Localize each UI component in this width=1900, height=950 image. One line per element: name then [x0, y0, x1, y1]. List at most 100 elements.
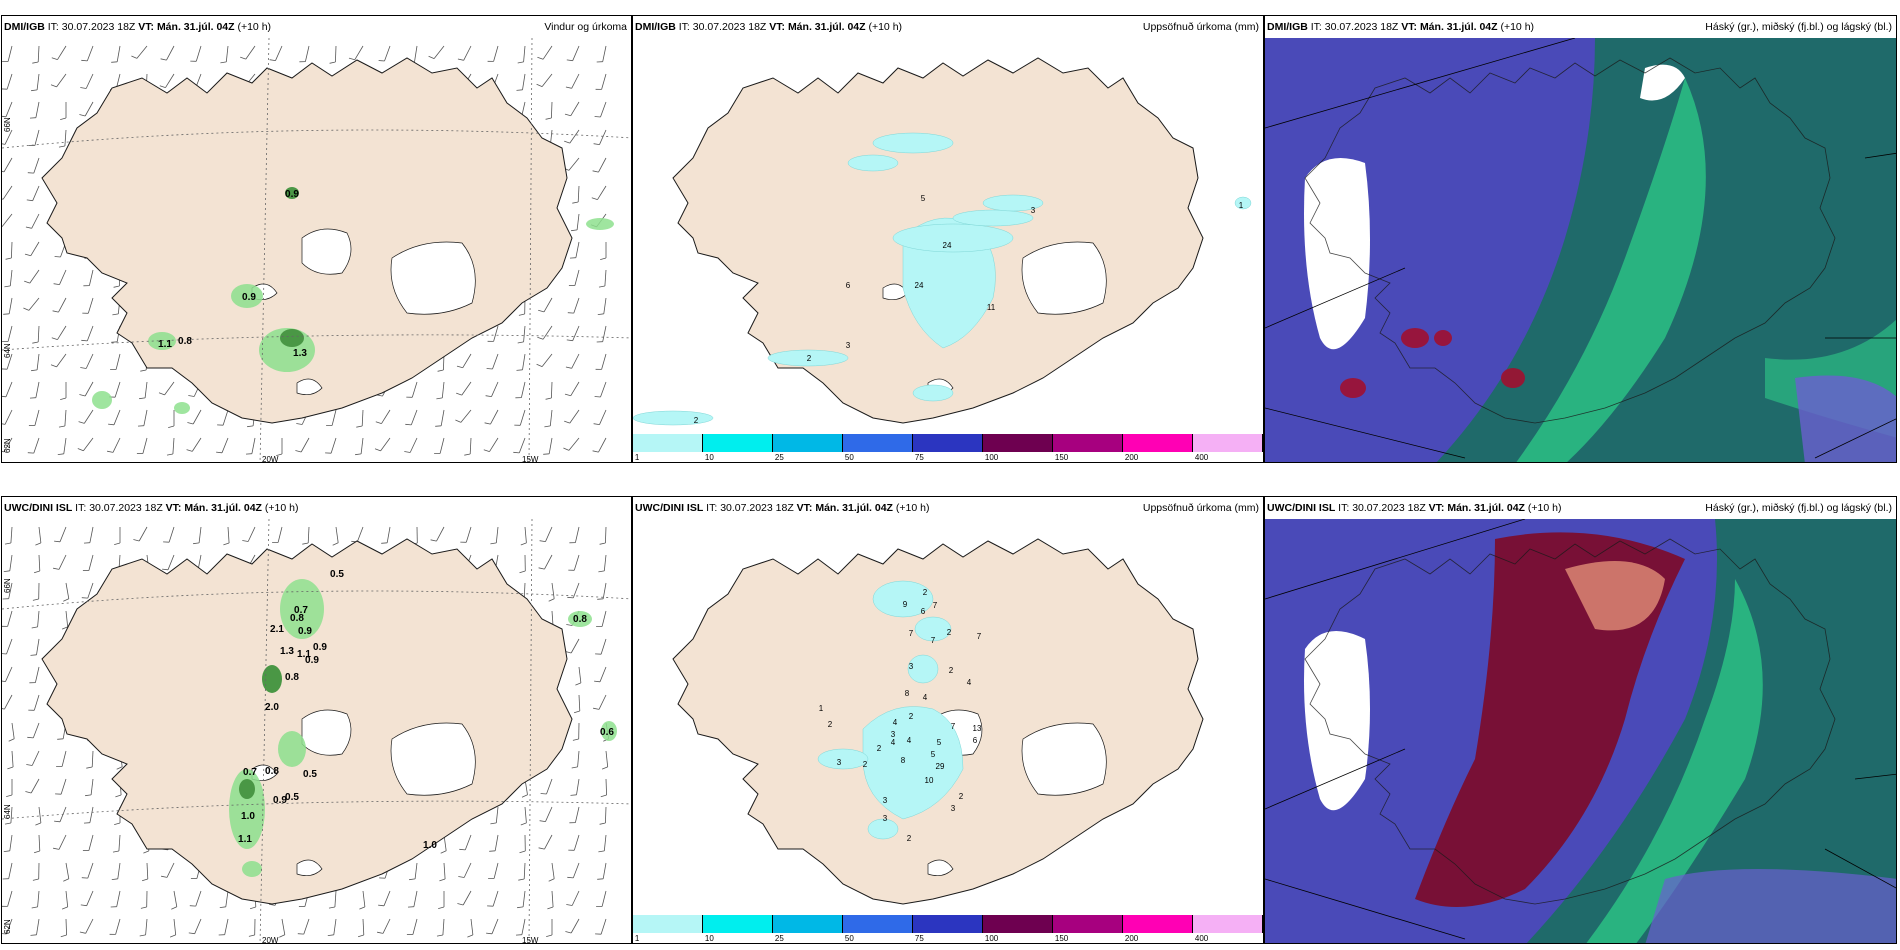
wind-barb-flag [592, 170, 599, 173]
wind-barb [572, 862, 580, 879]
lead-time: (+10 h) [237, 21, 272, 33]
wind-barb [571, 73, 580, 89]
wind-barb [195, 45, 202, 62]
lat-label: 62N [3, 438, 12, 453]
valid-time: Mán. 31.júl. 04Z [156, 21, 235, 33]
panel-header: DMI/IGB IT: 30.07.2023 18Z VT: Mán. 31.j… [1265, 16, 1896, 38]
wind-barb-flag [296, 423, 303, 425]
colorbar-tick: 1 [634, 934, 640, 943]
wind-barb-flag [52, 310, 59, 313]
wind-barb-flag [436, 397, 443, 400]
wind-barb-flag [565, 366, 572, 369]
wind-barb-flag [375, 421, 382, 424]
wind-barb [305, 45, 310, 62]
wind-barb [143, 409, 148, 426]
wind-barb-flag [565, 931, 572, 934]
wind-barb-flag [538, 847, 545, 850]
wind-barb [59, 526, 67, 542]
wind-barb [362, 890, 366, 907]
wind-barb [251, 437, 256, 454]
accum-label: 2 [877, 744, 882, 753]
colorbar-cell [1053, 434, 1123, 452]
wind-barb [56, 353, 67, 368]
wind-barb [65, 918, 67, 936]
wind-barb-flag [545, 397, 552, 400]
wind-barb-flag [485, 395, 492, 397]
wind-barb [570, 918, 580, 934]
wind-barb [541, 353, 553, 367]
lead-time: (+10 h) [264, 502, 299, 514]
wind-barb-flag [518, 878, 525, 881]
wind-barb [36, 918, 40, 935]
it-label: IT: [678, 21, 690, 33]
wind-barb [330, 437, 337, 454]
wind-barb-flag [168, 425, 175, 428]
wind-barb [28, 297, 40, 311]
wind-barb [84, 101, 94, 117]
accum-precip-map: 9 2 6 7 7 7 7 2 2 3 4 8 4 1 2 4 2 7 5 13 [633, 519, 1263, 920]
wind-barb [601, 73, 607, 90]
wind-barb-flag [80, 367, 87, 369]
wind-barb [602, 582, 607, 599]
colorbar-tick: 75 [914, 934, 924, 943]
accum-label: 4 [967, 678, 972, 687]
wind-barb [577, 185, 580, 203]
wind-barb-flag [328, 906, 335, 909]
wind-barb-flag [536, 83, 543, 87]
precip-label: 0.9 [273, 795, 287, 806]
wind-barb [6, 353, 13, 370]
wind-barb [31, 213, 40, 229]
wind-barb-flag [113, 285, 120, 288]
wind-barb [603, 834, 607, 851]
wind-barb [57, 325, 67, 340]
valid-time: Mán. 31.júl. 04Z [1447, 502, 1525, 514]
wind-barb-flag [377, 931, 384, 934]
wind-barb [4, 129, 13, 145]
accum-label: 2 [923, 588, 928, 597]
accum-label: 2 [828, 720, 833, 729]
wind-barb-flag [54, 820, 61, 823]
wind-barb [362, 918, 365, 936]
wind-barb-flag [2, 933, 7, 935]
wind-barb [521, 381, 526, 398]
precip-label: 0.5 [303, 769, 317, 780]
wind-barb [167, 554, 175, 570]
wind-barb [9, 554, 13, 571]
wind-barb-flag [111, 61, 118, 63]
wind-barb [117, 862, 121, 879]
wind-barb-flag [2, 115, 7, 118]
wind-barb [88, 554, 94, 571]
wind-barb [570, 638, 580, 654]
wind-barb [8, 862, 13, 879]
colorbar-cell [913, 434, 983, 452]
wind-barb-flag [161, 875, 168, 878]
accum-label: 8 [901, 756, 906, 765]
wind-barb [37, 890, 40, 907]
wind-barb [33, 694, 40, 711]
wind-barb-flag [484, 422, 491, 425]
colorbar-ticks: 1 10 25 50 75 100 150 200 400 [633, 934, 1263, 943]
wind-barb-flag [567, 596, 574, 599]
wind-barb-flag [60, 397, 67, 400]
accum-label: 3 [883, 814, 888, 823]
wind-barb [4, 694, 13, 710]
wind-barb [191, 437, 202, 452]
precip-label: 0.9 [298, 626, 312, 637]
wind-barb [570, 381, 580, 396]
wind-barb-flag [216, 451, 223, 454]
wind-barb-flag [600, 794, 607, 798]
accum-value-labels: 5 3 1 24 24 6 11 3 2 2 [694, 194, 1244, 425]
accum-label: 4 [891, 738, 896, 747]
wind-barb-flag [25, 791, 32, 794]
wind-barb [198, 526, 202, 543]
accum-label: 2 [949, 666, 954, 675]
wind-barb [172, 437, 175, 455]
wind-precip-map: 0.9 0.9 0.8 1.1 1.3 20W 15W 66N 64N 62N [2, 37, 631, 462]
colorbar-tick: 25 [774, 453, 784, 462]
product-title: Uppsöfnuð úrkoma (mm) [1142, 21, 1259, 33]
wind-barb [5, 666, 13, 682]
wind-barb-flag [242, 540, 249, 542]
wind-barb-flag [591, 197, 598, 200]
panel-header: UWC/DINI ISL IT: 30.07.2023 18Z VT: Mán.… [1265, 497, 1896, 519]
wind-barb [225, 890, 229, 907]
